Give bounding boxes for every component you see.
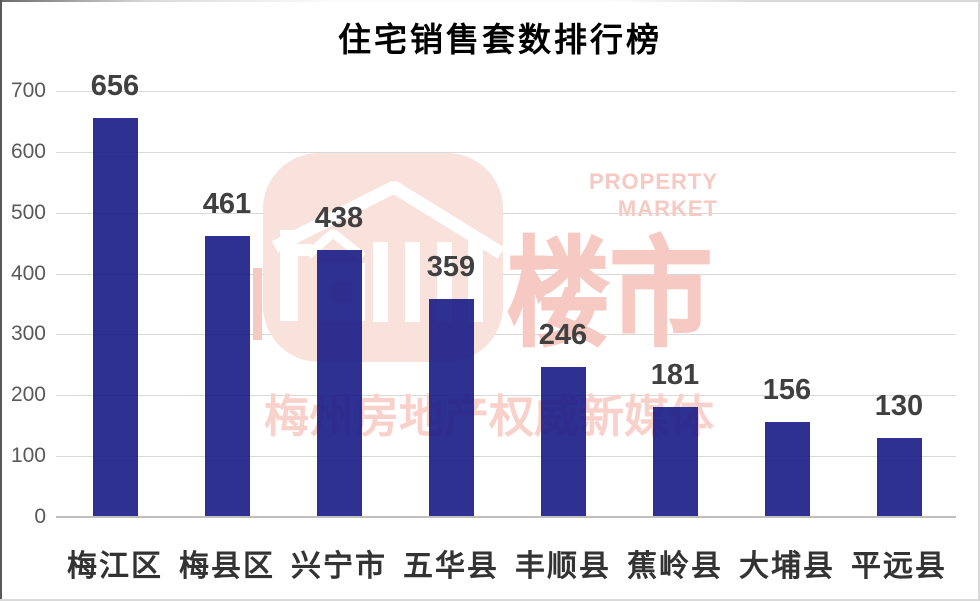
gridline — [56, 91, 956, 92]
bar — [652, 406, 698, 517]
watermark-english-line2: MARKET — [617, 196, 718, 221]
y-axis-tick-label: 300 — [10, 322, 46, 346]
bar — [540, 367, 586, 517]
watermark-english-text: PROPERTY MARKET — [518, 168, 718, 222]
chart-title: 住宅销售套数排行榜 — [338, 23, 662, 59]
page-border-top — [0, 0, 980, 2]
gridline — [56, 212, 956, 214]
y-axis-tick-label: 500 — [10, 200, 46, 224]
bar — [316, 250, 362, 517]
y-axis-tick-label: 100 — [10, 444, 46, 468]
x-axis-category-label: 五华县 — [403, 550, 499, 583]
gridline — [56, 395, 956, 397]
bar-value-label: 438 — [314, 202, 364, 235]
x-axis-category-label: 平远县 — [851, 550, 947, 583]
page-border-right — [978, 0, 980, 601]
y-axis-tick-label: 0 — [34, 505, 46, 528]
bar-value-label: 246 — [538, 319, 588, 352]
bar-value-label: 130 — [874, 389, 924, 422]
bar-value-label: 156 — [762, 374, 812, 407]
x-axis-line — [56, 516, 956, 518]
x-axis-category-label: 梅江区 — [67, 550, 163, 583]
gridline — [56, 273, 956, 275]
y-axis-tick-label: 600 — [10, 139, 46, 163]
bar-value-label: 461 — [202, 188, 252, 221]
x-axis-category-label: 蕉岭县 — [627, 550, 723, 583]
gridline — [56, 334, 956, 336]
bar — [876, 437, 922, 517]
bar-value-label: 359 — [426, 250, 476, 283]
bar-value-label: 181 — [650, 358, 700, 391]
watermark-english-line1: PROPERTY — [588, 169, 718, 194]
y-axis-tick-label: 700 — [10, 79, 46, 102]
gridline — [56, 456, 956, 458]
bar-value-label: 656 — [90, 69, 140, 102]
x-axis-category-label: 大埔县 — [739, 550, 835, 583]
page-border-left — [0, 0, 2, 601]
y-axis-tick-label: 400 — [10, 261, 46, 285]
bar — [764, 422, 810, 517]
bar — [428, 298, 474, 517]
x-axis-category-label: 丰顺县 — [515, 550, 611, 583]
bar — [92, 117, 138, 517]
bar — [204, 236, 250, 517]
page-border-bottom — [0, 599, 980, 601]
y-axis-tick-label: 200 — [10, 383, 46, 407]
gridline — [56, 151, 956, 153]
x-axis-category-label: 梅县区 — [179, 550, 275, 583]
x-axis-category-label: 兴宁市 — [291, 550, 387, 583]
watermark-logo-text-outer: 楼市 — [506, 228, 713, 362]
